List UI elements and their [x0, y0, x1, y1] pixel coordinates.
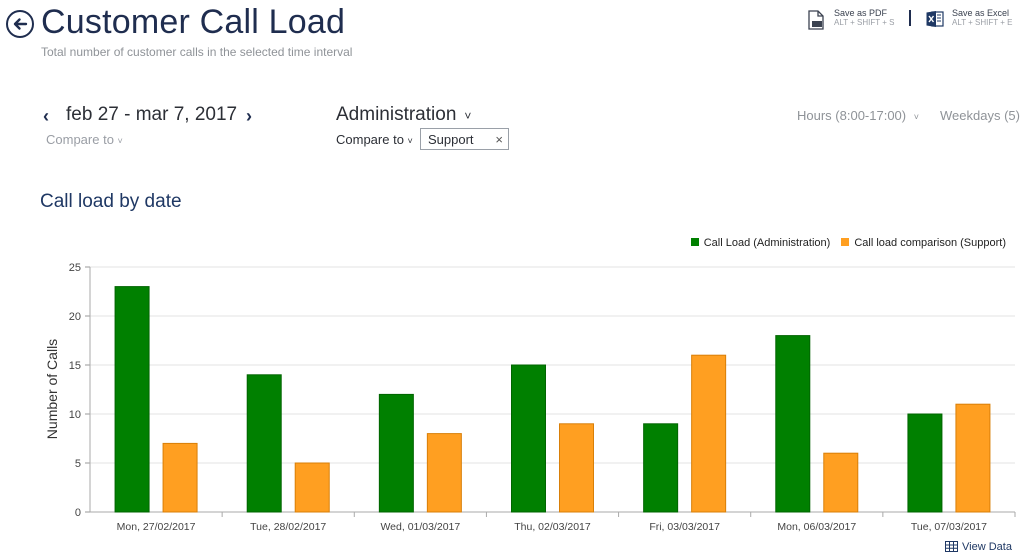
save-as-excel-shortcut: ALT + SHIFT + E: [952, 18, 1013, 27]
view-data-label: View Data: [962, 541, 1012, 553]
compare-department-value: Support: [428, 132, 474, 147]
bar-support: [162, 442, 198, 513]
y-axis-label: Number of Calls: [44, 339, 60, 439]
y-tick-label: 10: [69, 409, 81, 421]
x-tick-label: Tue, 07/03/2017: [911, 521, 987, 533]
page-title: Customer Call Load: [41, 3, 346, 41]
page-subtitle: Total number of customer calls in the se…: [41, 45, 353, 59]
chevron-down-icon: ˅: [464, 109, 472, 123]
department-label: Administration: [336, 104, 457, 125]
x-tick-label: Mon, 06/03/2017: [777, 521, 856, 533]
next-range-chevron-icon[interactable]: ›: [246, 106, 252, 126]
legend-label: Call Load (Administration): [703, 237, 831, 249]
bar-administration: [378, 393, 414, 513]
bar-support: [559, 423, 594, 513]
legend-swatch: [841, 238, 850, 246]
hours-filter-dropdown[interactable]: Hours (8:00-17:00) ˅: [797, 108, 919, 123]
compare-to-date-dropdown[interactable]: Compare to ˅: [46, 132, 123, 147]
bar-administration: [775, 335, 811, 513]
pdf-file-icon: [808, 10, 824, 30]
legend-swatch: [690, 238, 699, 246]
export-divider: [909, 10, 911, 26]
chevron-down-icon: ˅: [407, 136, 413, 146]
save-as-pdf-label: Save as PDF: [834, 8, 888, 18]
previous-range-chevron-icon[interactable]: ‹: [43, 106, 49, 126]
legend-item-support[interactable]: Call load comparison (Support): [841, 237, 1006, 249]
y-tick-label: 25: [69, 262, 81, 274]
bar-support: [955, 403, 991, 513]
compare-to-department-dropdown[interactable]: Compare to ˅: [336, 132, 413, 147]
bar-support: [823, 452, 859, 513]
save-as-excel-button[interactable]: Save as Excel ALT + SHIFT + E: [926, 8, 1021, 32]
y-tick-label: 20: [69, 311, 81, 323]
y-tick-label: 15: [69, 360, 81, 372]
compare-to-department-label: Compare to: [336, 132, 404, 147]
x-tick-label: Thu, 02/03/2017: [514, 521, 591, 533]
x-tick-label: Tue, 28/02/2017: [250, 521, 326, 533]
bar-administration: [246, 374, 282, 513]
chart-legend: Call Load (Administration) Call load com…: [683, 237, 1006, 249]
save-as-pdf-button[interactable]: Save as PDF ALT + SHIFT + S: [808, 8, 903, 32]
weekdays-filter-dropdown[interactable]: Weekdays (5): [940, 108, 1020, 123]
legend-label: Call load comparison (Support): [854, 237, 1006, 249]
y-tick-label: 5: [75, 458, 81, 470]
save-as-pdf-shortcut: ALT + SHIFT + S: [834, 18, 895, 27]
hours-filter-label: Hours (8:00-17:00): [797, 108, 907, 123]
department-dropdown[interactable]: Administration ˅: [336, 104, 471, 126]
legend-item-administration[interactable]: Call Load (Administration): [690, 237, 831, 249]
table-grid-icon: [945, 541, 958, 552]
compare-department-input[interactable]: Support ×: [420, 128, 509, 150]
x-tick-label: Fri, 03/03/2017: [649, 521, 720, 533]
back-arrow-icon[interactable]: [6, 10, 34, 38]
bar-administration: [643, 423, 679, 513]
x-tick-label: Wed, 01/03/2017: [380, 521, 460, 533]
bar-support: [294, 462, 330, 513]
clear-close-icon[interactable]: ×: [495, 132, 503, 147]
bar-administration: [907, 413, 943, 513]
call-load-bar-chart: 0 5 10 15 20 25 Number of Calls Mon, 27/02/2017…: [44, 262, 1016, 533]
chevron-down-icon: ˅: [117, 136, 123, 146]
date-range[interactable]: feb 27 - mar 7, 2017: [66, 104, 238, 125]
view-data-link[interactable]: View Data: [945, 541, 1012, 553]
bar-administration: [511, 364, 546, 513]
compare-to-date-label: Compare to: [46, 132, 114, 147]
x-tick-label: Mon, 27/02/2017: [117, 521, 196, 533]
y-tick-label: 0: [75, 507, 81, 519]
bar-administration: [114, 286, 150, 513]
bar-support: [691, 354, 727, 513]
chevron-down-icon: ˅: [913, 112, 920, 122]
save-as-excel-label: Save as Excel: [952, 8, 1010, 18]
excel-file-icon: [926, 11, 944, 27]
weekdays-filter-label: Weekdays (5): [940, 108, 1020, 123]
section-title: Call load by date: [40, 191, 182, 212]
bar-support: [426, 433, 462, 513]
